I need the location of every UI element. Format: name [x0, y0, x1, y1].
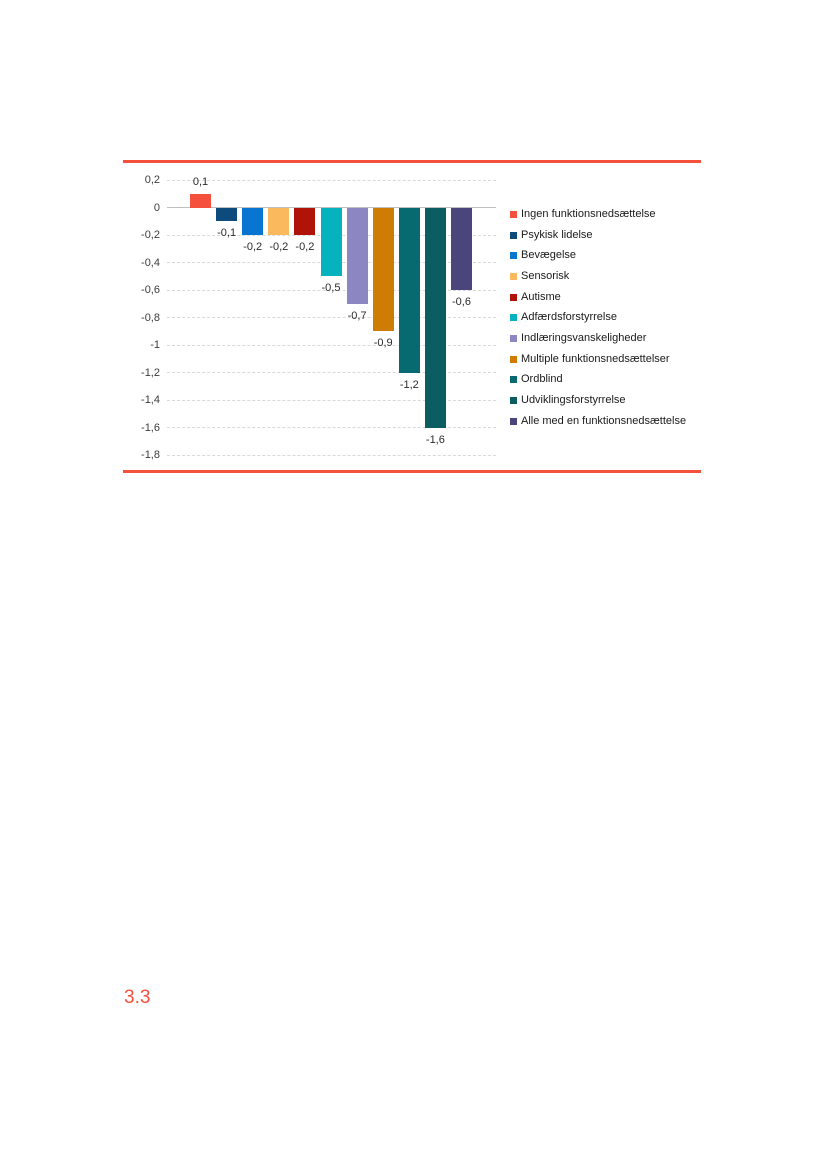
bar-8 [372, 207, 394, 332]
legend-swatch-icon [510, 211, 517, 218]
bar-11 [451, 207, 472, 290]
legend-swatch-icon [510, 396, 517, 404]
legend-swatch-icon [510, 231, 517, 239]
top-accent-rule [123, 160, 701, 163]
bar-6 [320, 207, 342, 277]
legend-item-1: Ingen funktionsnedsættelse [510, 208, 656, 221]
legend-item-6: Adfærdsforstyrrelse [510, 311, 617, 324]
legend-label: Autisme [521, 290, 561, 303]
y-axis-tick-label: -0,6 [141, 284, 160, 296]
gridline [167, 289, 496, 291]
y-axis-tick-label: -0,2 [141, 229, 160, 241]
y-axis-tick-label: -1,4 [141, 394, 160, 406]
bar-9 [398, 207, 420, 373]
bar-value-label: -1,2 [399, 378, 419, 391]
bar-value-label: -0,5 [321, 282, 341, 295]
bar-4 [268, 207, 290, 235]
bar-2 [216, 207, 238, 222]
legend-item-9: Ordblind [510, 373, 563, 386]
legend-swatch-icon [510, 355, 517, 363]
legend-item-10: Udviklingsforstyrrelse [510, 394, 626, 407]
gridline [167, 317, 496, 318]
y-axis-tick-label: 0,2 [144, 174, 160, 186]
legend-swatch-icon [510, 314, 517, 322]
bar-5 [294, 207, 316, 235]
section-number: 3.3 [124, 987, 151, 1008]
bar-value-label: -0,2 [243, 241, 263, 253]
y-axis-tick-label: -0,4 [141, 256, 160, 269]
legend-swatch-icon [510, 272, 517, 280]
legend-item-2: Psykisk lidelse [510, 229, 593, 242]
y-axis-tick-label: 0 [153, 201, 160, 214]
bar-3 [242, 207, 264, 235]
gridline [167, 179, 496, 181]
bar-value-label: -0,7 [347, 309, 367, 322]
bar-value-label: -0,1 [217, 227, 237, 240]
legend-label: Adfærdsforstyrrelse [521, 311, 617, 324]
y-axis-tick-label: -0,8 [141, 311, 160, 324]
legend-swatch-icon [510, 293, 517, 301]
legend-label: Ingen funktionsnedsættelse [521, 208, 656, 220]
legend-item-5: Autisme [510, 291, 561, 304]
gridline [167, 399, 496, 401]
y-axis-tick-label: -1,8 [141, 449, 160, 461]
legend-item-4: Sensorisk [510, 270, 569, 283]
legend-swatch-icon [510, 252, 517, 260]
bar-value-label: -0,9 [373, 337, 393, 350]
gridline [167, 344, 496, 346]
legend-swatch-icon [510, 417, 517, 425]
legend-label: Psykisk lidelse [521, 228, 593, 241]
bar-value-label: -0,6 [452, 296, 471, 308]
legend-item-11: Alle med en funktionsnedsættelse [510, 415, 686, 428]
bar-value-label: 0,1 [192, 175, 209, 188]
legend-label: Multiple funktionsnedsættelser [521, 352, 670, 365]
legend-item-3: Bevægelse [510, 249, 576, 262]
bar-value-label: -0,2 [269, 241, 289, 253]
bar-value-label: -0,2 [295, 241, 315, 253]
legend-label: Bevægelse [521, 249, 577, 262]
gridline [167, 372, 496, 373]
bar-7 [346, 207, 368, 304]
bar-1 [190, 193, 211, 208]
gridline [167, 427, 496, 428]
bar-value-label: -1,6 [425, 433, 445, 446]
legend-swatch-icon [510, 334, 517, 342]
y-axis-tick-label: -1,2 [141, 366, 160, 379]
bar-10 [424, 207, 446, 428]
y-axis-tick-label: -1 [150, 339, 160, 351]
legend-label: Indlæringsvanskeligheder [521, 331, 647, 344]
legend-item-7: Indlæringsvanskeligheder [510, 332, 646, 345]
legend-item-8: Multiple funktionsnedsættelser [510, 353, 670, 366]
legend-label: Udviklingsforstyrrelse [521, 393, 626, 406]
legend-label: Sensorisk [521, 269, 570, 282]
y-axis-tick-label: -1,6 [141, 421, 160, 434]
gridline [167, 454, 496, 456]
legend-label: Alle med en funktionsnedsættelse [521, 414, 687, 427]
legend-swatch-icon [510, 376, 517, 384]
legend-label: Ordblind [521, 373, 563, 386]
bottom-accent-rule [123, 470, 701, 473]
